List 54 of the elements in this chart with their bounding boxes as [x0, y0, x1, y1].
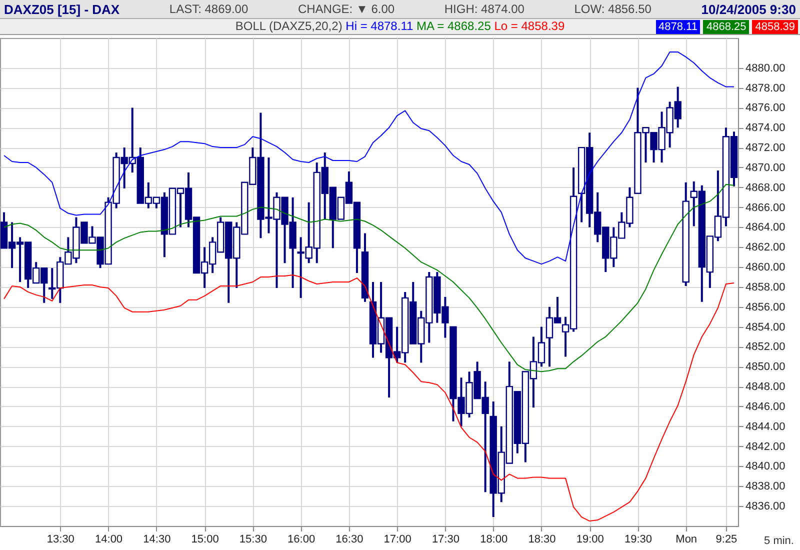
- chart-title: DAXZ05 [15] - DAX: [4, 2, 120, 16]
- y-tick-label: 4846.00: [746, 400, 786, 413]
- x-tick-label: 14:30: [143, 534, 171, 546]
- y-tick-label: 4870.00: [746, 162, 786, 174]
- text: 4868.25: [703, 20, 750, 34]
- x-tick-label: 19:30: [624, 534, 652, 546]
- text: HIGH: 4874.00: [444, 2, 524, 16]
- text: Hi = 4878.11: [346, 19, 414, 33]
- y-tick-label: 4874.00: [746, 122, 786, 134]
- text: CHANGE: ▼ 6.00: [298, 2, 395, 16]
- y-tick-label: 4842.00: [746, 440, 786, 453]
- y-tick-label: 4838.00: [746, 480, 786, 493]
- y-tick-label: 4860.00: [746, 262, 786, 274]
- line-series: [4, 274, 734, 522]
- y-tick-label: 4876.00: [746, 102, 786, 114]
- text: LAST: 4869.00: [169, 2, 248, 16]
- y-tick-label: 4848.00: [746, 381, 786, 394]
- x-tick-label: 17:30: [432, 534, 460, 546]
- y-tick-label: 4852.00: [746, 341, 786, 354]
- y-tick-label: 4864.00: [746, 222, 786, 234]
- y-tick-label: 4836.00: [746, 500, 786, 513]
- x-tick-label: 19:00: [576, 534, 604, 546]
- text: 4858.39: [752, 20, 798, 34]
- y-tick-label: 4840.00: [746, 460, 786, 473]
- x-tick-label: Mon: [676, 534, 698, 546]
- x-tick-label: 15:30: [239, 534, 267, 546]
- y-tick-label: 4866.00: [746, 202, 786, 214]
- y-tick-label: 4858.00: [746, 281, 786, 294]
- x-tick-label: 13:30: [46, 534, 74, 546]
- x-tick-label: 15:00: [191, 534, 219, 546]
- y-tick-label: 4844.00: [746, 420, 786, 433]
- x-tick-label: 9:25: [716, 534, 738, 546]
- x-tick-label: 16:30: [336, 534, 364, 546]
- line-series: [4, 51, 734, 265]
- chart-subtitle: BOLL (DAXZ5,20,2): [235, 19, 344, 33]
- x-tick-label: 18:30: [528, 534, 556, 546]
- y-tick-label: 4880.00: [746, 62, 786, 74]
- y-tick-label: 4850.00: [746, 361, 786, 374]
- y-tick-label: 4872.00: [746, 142, 786, 154]
- x-tick-label: 14:00: [95, 534, 123, 546]
- y-tick-label: 4854.00: [746, 321, 786, 334]
- text: 10/24/2005 9:30: [701, 2, 796, 16]
- x-tick-label: 16:00: [288, 534, 316, 546]
- x-tick-label: 17:00: [384, 534, 412, 546]
- text: LOW: 4856.50: [574, 2, 652, 16]
- y-tick-label: 4862.00: [746, 242, 786, 254]
- text: Lo = 4858.39: [494, 19, 565, 33]
- y-tick-label: 4856.00: [746, 301, 786, 314]
- y-tick-label: 4868.00: [746, 182, 786, 194]
- text: MA = 4868.25: [416, 19, 492, 33]
- text: 4878.11: [656, 20, 700, 34]
- text: 5 min.: [764, 535, 794, 547]
- y-tick-label: 4878.00: [746, 82, 786, 94]
- x-tick-label: 18:00: [480, 534, 508, 546]
